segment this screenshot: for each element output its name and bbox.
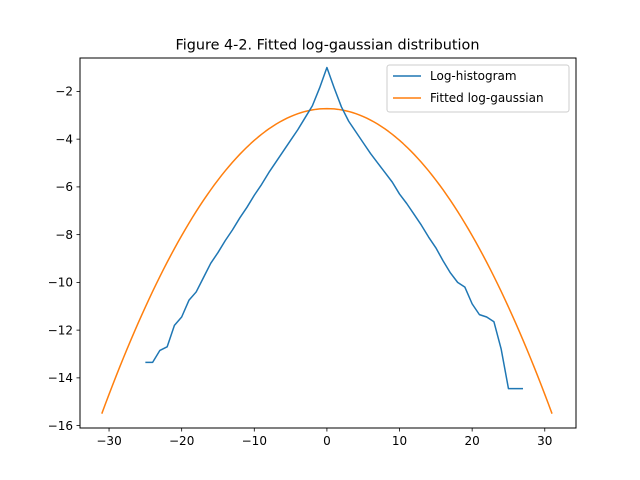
y-tick-label: −6 (55, 180, 73, 194)
x-tick-label: 10 (392, 434, 407, 448)
y-tick-label: −8 (55, 228, 73, 242)
chart-title: Figure 4-2. Fitted log-gaussian distribu… (176, 38, 480, 54)
x-tick-label: −20 (169, 434, 194, 448)
x-tick-label: 0 (323, 434, 331, 448)
x-tick-label: 30 (537, 434, 552, 448)
x-tick-label: −10 (242, 434, 267, 448)
legend-label-log-histogram: Log-histogram (430, 69, 517, 83)
y-tick-label: −10 (48, 276, 73, 290)
y-axis: −2 −4 −6 −8 −10 −12 −14 −16 (48, 85, 80, 433)
x-tick-label: 20 (465, 434, 480, 448)
x-tick-label: −30 (96, 434, 121, 448)
legend-box (386, 64, 570, 113)
y-tick-label: −4 (55, 132, 73, 146)
y-tick-label: −2 (55, 85, 73, 99)
y-tick-label: −14 (48, 371, 73, 385)
plot-area (80, 58, 576, 428)
legend-label-fitted-log-gaussian: Fitted log-gaussian (430, 91, 544, 105)
series-layer (101, 66, 553, 414)
y-tick-label: −12 (48, 323, 73, 337)
legend: Log-histogram Fitted log-gaussian (386, 64, 570, 113)
series-line-log-histogram (145, 66, 523, 390)
x-axis: −30 −20 −10 0 10 20 30 (96, 428, 552, 448)
y-tick-label: −16 (48, 419, 73, 433)
plot-frame (79, 57, 577, 429)
series-line-fitted-log-gaussian (101, 107, 553, 414)
